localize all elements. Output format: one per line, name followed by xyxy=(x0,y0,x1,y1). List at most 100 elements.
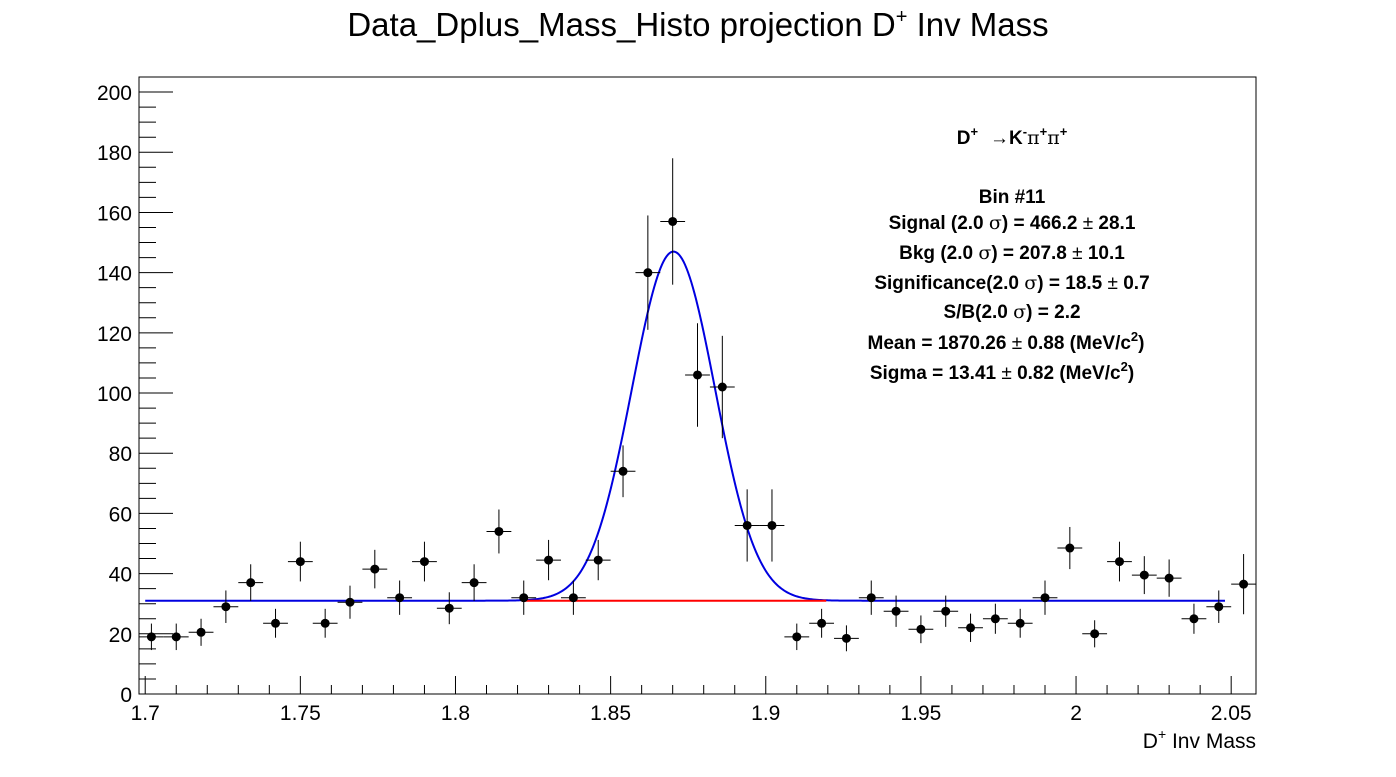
y-tick-label: 200 xyxy=(97,82,132,105)
data-marker xyxy=(395,593,405,603)
data-marker xyxy=(320,618,330,628)
x-tick-label: 1.8 xyxy=(441,702,470,725)
x-axis: 1.7 1.75 1.8 1.85 1.9 1.95 2 2.05 xyxy=(131,676,1252,725)
signal-label: Signal (2.0 σ) = 466.2 ± 28.1 xyxy=(889,212,1136,234)
data-marker xyxy=(1065,543,1075,553)
data-marker xyxy=(494,526,504,536)
x-tick-label: 1.75 xyxy=(280,702,321,725)
data-marker xyxy=(891,606,901,616)
data-point xyxy=(1082,620,1108,648)
data-point xyxy=(560,580,586,615)
y-axis: 0 20 40 60 80 100 120 140 160 180 200 xyxy=(97,82,173,707)
data-marker xyxy=(568,593,578,603)
x-tick-label: 1.9 xyxy=(751,702,780,725)
data-marker xyxy=(966,623,976,633)
chart-title: Data_Dplus_Mass_Histo projection D+ Inv … xyxy=(347,6,1048,43)
data-point xyxy=(809,608,835,638)
data-point xyxy=(536,539,561,581)
data-point xyxy=(163,623,189,651)
data-point xyxy=(784,623,810,651)
y-tick-label: 160 xyxy=(97,202,132,225)
data-marker xyxy=(593,555,603,565)
data-marker xyxy=(419,557,429,567)
data-marker xyxy=(221,602,231,612)
data-marker xyxy=(271,618,281,628)
data-marker xyxy=(941,606,951,616)
y-tick-label: 140 xyxy=(97,263,132,286)
data-point xyxy=(188,618,214,646)
data-marker xyxy=(1015,618,1025,628)
data-point xyxy=(585,539,611,581)
data-marker xyxy=(1090,629,1100,639)
y-tick-label: 100 xyxy=(97,383,132,406)
data-marker xyxy=(370,564,380,574)
x-axis-label: D+ Inv Mass xyxy=(1143,726,1256,753)
data-marker xyxy=(1164,573,1174,583)
data-point xyxy=(362,549,388,589)
x-tick-label: 2.05 xyxy=(1211,702,1252,725)
data-point xyxy=(610,445,636,498)
data-marker xyxy=(1114,557,1124,567)
data-point xyxy=(1107,541,1132,582)
y-tick-label: 180 xyxy=(97,142,132,165)
data-marker xyxy=(295,557,305,567)
data-point xyxy=(436,592,462,625)
data-point xyxy=(387,580,413,615)
data-marker xyxy=(345,597,355,607)
mean-label: Mean = 1870.26 ± 0.88 (MeV/c2) xyxy=(868,329,1145,354)
data-point xyxy=(139,623,164,651)
data-point xyxy=(759,489,785,562)
data-marker xyxy=(916,624,926,634)
data-point xyxy=(511,580,537,615)
data-point xyxy=(685,323,710,427)
data-marker xyxy=(246,578,256,588)
data-marker xyxy=(196,627,206,637)
decay-channel-label: D+ →K-π+π+ xyxy=(957,124,1068,149)
data-point xyxy=(461,564,487,601)
x-tick-label: 1.85 xyxy=(590,702,631,725)
data-point xyxy=(1057,526,1083,570)
data-point xyxy=(1156,559,1182,597)
x-tick-label: 2 xyxy=(1070,702,1082,725)
data-marker xyxy=(693,370,702,380)
y-tick-label: 60 xyxy=(109,503,132,526)
sigma-label: Sigma = 13.41 ± 0.82 (MeV/c2) xyxy=(870,359,1134,384)
data-marker xyxy=(792,632,802,642)
data-marker xyxy=(817,618,827,628)
data-marker xyxy=(990,614,1000,624)
data-point xyxy=(1032,580,1058,615)
data-marker xyxy=(1040,593,1050,603)
data-point xyxy=(883,595,909,627)
data-marker xyxy=(146,632,156,642)
data-marker xyxy=(1239,579,1249,589)
data-marker xyxy=(444,603,454,613)
data-point xyxy=(238,564,264,601)
data-marker xyxy=(171,632,181,642)
data-points xyxy=(139,158,1256,652)
data-point xyxy=(834,625,859,652)
data-marker xyxy=(742,520,752,530)
data-point xyxy=(660,158,686,285)
data-marker xyxy=(519,593,529,603)
data-point xyxy=(213,590,239,623)
y-tick-label: 40 xyxy=(109,564,132,587)
data-point xyxy=(337,585,363,619)
plot-frame xyxy=(138,76,1257,695)
x-tick-label: 1.7 xyxy=(131,702,160,725)
data-point xyxy=(1231,554,1256,615)
data-marker xyxy=(544,555,554,565)
data-point xyxy=(709,335,735,439)
data-point xyxy=(1131,556,1157,595)
data-marker xyxy=(767,520,777,530)
data-marker xyxy=(643,268,653,278)
data-point xyxy=(908,615,934,644)
significance-label: Significance(2.0 σ) = 18.5 ± 0.7 xyxy=(874,272,1149,294)
data-point xyxy=(933,595,959,627)
bkg-label: Bkg (2.0 σ) = 207.8 ± 10.1 xyxy=(899,242,1125,264)
data-marker xyxy=(1189,614,1199,624)
data-marker xyxy=(618,466,628,476)
data-point xyxy=(263,608,288,638)
data-marker xyxy=(469,578,479,588)
